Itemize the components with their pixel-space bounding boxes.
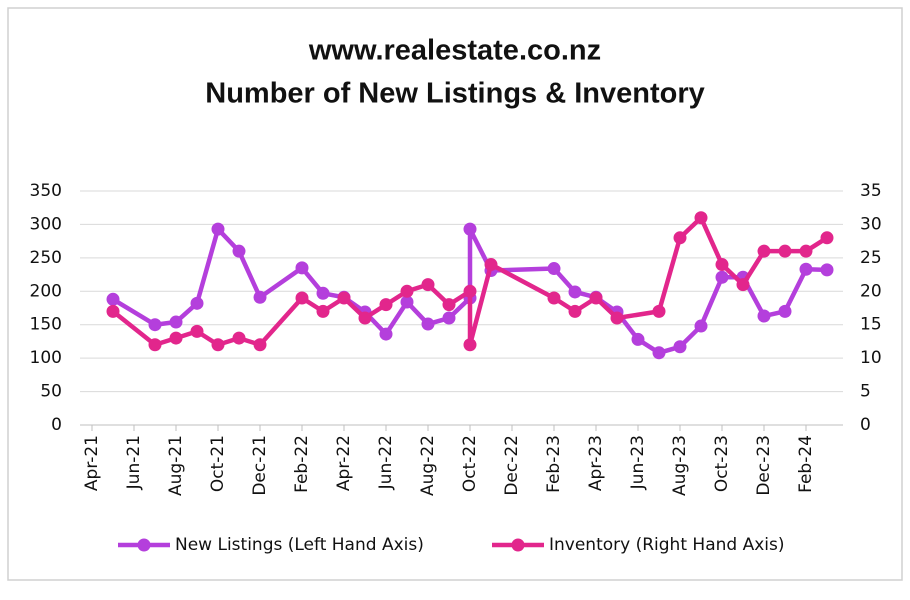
legend-marker	[137, 538, 151, 552]
x-tick-label: Dec-22	[502, 435, 522, 496]
x-tick-label: Aug-21	[166, 435, 186, 496]
data-point	[442, 311, 456, 325]
data-point	[211, 338, 225, 352]
data-point	[232, 331, 246, 345]
data-point	[316, 286, 330, 300]
data-point	[694, 211, 708, 225]
data-point	[778, 304, 792, 318]
x-tick-label: Feb-23	[544, 435, 564, 493]
data-point	[379, 298, 393, 312]
data-point	[694, 319, 708, 333]
y-tick-label: 300	[30, 214, 62, 234]
y-tick-label: 50	[40, 382, 62, 402]
data-point	[106, 304, 120, 318]
data-point	[190, 324, 204, 338]
y-tick-label: 100	[30, 348, 62, 368]
legend-label: New Listings (Left Hand Axis)	[175, 535, 424, 555]
x-tick-label: Apr-21	[82, 435, 102, 491]
data-point	[169, 315, 183, 329]
y2-tick-label: 5	[860, 382, 871, 402]
y-tick-label: 250	[30, 248, 62, 268]
data-point	[715, 258, 729, 272]
data-point	[463, 222, 477, 236]
legend-label: Inventory (Right Hand Axis)	[549, 535, 784, 555]
data-point	[610, 311, 624, 325]
data-point	[547, 291, 561, 305]
y2-tick-label: 15	[860, 315, 882, 335]
data-point	[169, 331, 183, 345]
data-point	[820, 263, 834, 277]
data-point	[421, 317, 435, 331]
y-tick-label: 200	[30, 281, 62, 301]
data-point	[379, 327, 393, 341]
data-point	[400, 284, 414, 298]
y2-tick-label: 0	[860, 415, 871, 435]
data-point	[400, 295, 414, 309]
data-point	[295, 291, 309, 305]
y-tick-label: 350	[30, 181, 62, 201]
series-line	[111, 226, 828, 356]
chart-title: Number of New Listings & Inventory	[205, 78, 705, 110]
data-point	[190, 296, 204, 310]
data-point	[799, 244, 813, 258]
data-point	[568, 304, 582, 318]
data-point	[568, 285, 582, 299]
y-tick-label: 150	[30, 315, 62, 335]
x-tick-label: Dec-23	[754, 435, 774, 496]
x-tick-label: Jun-21	[124, 435, 144, 490]
data-point	[337, 291, 351, 305]
data-point	[358, 311, 372, 325]
data-point	[631, 332, 645, 346]
data-point	[652, 304, 666, 318]
data-point	[106, 292, 120, 306]
data-point	[757, 244, 771, 258]
data-point	[316, 304, 330, 318]
data-point	[232, 244, 246, 258]
data-point	[148, 318, 162, 332]
data-point	[295, 261, 309, 275]
x-tick-label: Oct-23	[712, 435, 732, 492]
data-point	[673, 340, 687, 354]
legend-marker	[511, 538, 525, 552]
x-tick-label: Aug-22	[418, 435, 438, 496]
x-tick-label: Jun-22	[376, 435, 396, 490]
data-point	[799, 262, 813, 276]
data-point	[148, 338, 162, 352]
data-point	[463, 338, 477, 352]
data-point	[757, 309, 771, 323]
y2-tick-label: 30	[860, 214, 882, 234]
data-point	[484, 258, 498, 272]
data-point	[673, 231, 687, 245]
data-point	[211, 222, 225, 236]
data-point	[778, 244, 792, 258]
data-point	[463, 284, 477, 298]
y2-tick-label: 35	[860, 181, 882, 201]
x-tick-label: Apr-23	[586, 435, 606, 491]
chart-title: www.realestate.co.nz	[308, 35, 601, 67]
data-point	[421, 278, 435, 292]
data-point	[547, 262, 561, 276]
x-tick-label: Apr-22	[334, 435, 354, 491]
y2-tick-label: 25	[860, 248, 882, 268]
x-tick-label: Oct-22	[460, 435, 480, 492]
data-point	[253, 338, 267, 352]
data-point	[736, 278, 750, 292]
x-tick-label: Aug-23	[670, 435, 690, 496]
y2-tick-label: 10	[860, 348, 882, 368]
x-tick-label: Oct-21	[208, 435, 228, 492]
x-tick-label: Jun-23	[628, 435, 648, 490]
data-point	[253, 290, 267, 304]
x-tick-label: Feb-24	[796, 435, 816, 493]
y2-tick-label: 20	[860, 281, 882, 301]
x-tick-label: Dec-21	[250, 435, 270, 496]
y-tick-label: 0	[51, 415, 62, 435]
data-point	[589, 291, 603, 305]
data-point	[715, 270, 729, 284]
data-point	[652, 346, 666, 360]
data-point	[820, 231, 834, 245]
x-tick-label: Feb-22	[292, 435, 312, 493]
data-point	[442, 298, 456, 312]
